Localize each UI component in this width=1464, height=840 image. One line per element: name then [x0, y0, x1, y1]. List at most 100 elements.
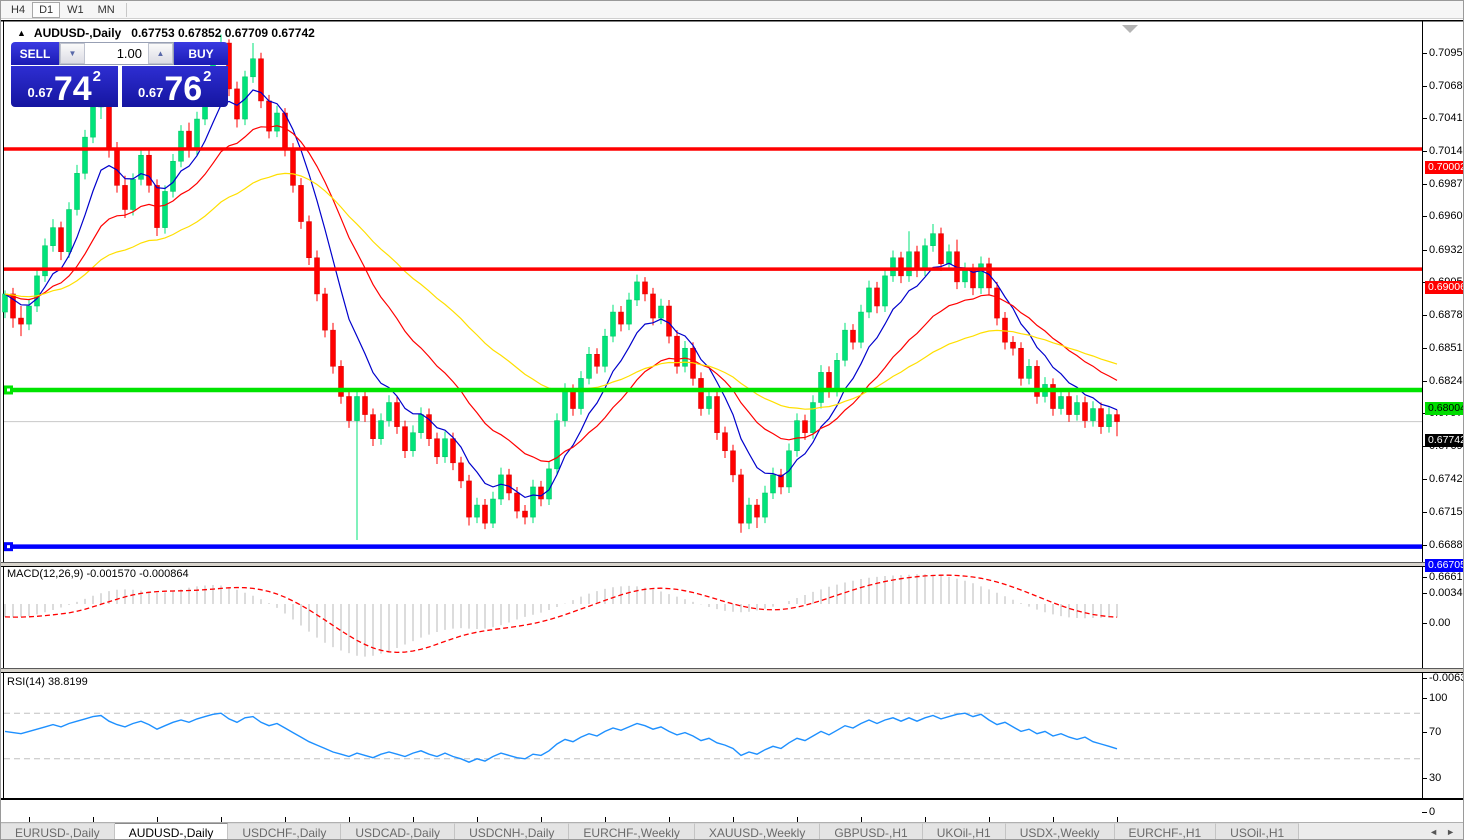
chart-tab-audusd-daily[interactable]: AUDUSD-,Daily — [114, 823, 229, 839]
date-tick — [157, 817, 158, 822]
sell-quote-button[interactable]: 0.67 74 2 — [11, 66, 118, 107]
moving-average-8 — [4, 89, 1118, 499]
chart-tab-eurchf-h1[interactable]: EURCHF-,H1 — [1114, 823, 1217, 839]
rsi-indicator — [4, 712, 1422, 763]
price-chart-canvas[interactable] — [1, 20, 1464, 822]
pane-frames — [1, 20, 1463, 800]
date-tick — [1053, 817, 1054, 822]
price-level-badge: 0.70002 — [1425, 160, 1463, 174]
buy-button[interactable]: BUY — [174, 42, 228, 65]
chart-window[interactable]: ▲ AUDUSD-,Daily 0.67753 0.67852 0.67709 … — [1, 20, 1464, 833]
candles — [2, 34, 1120, 541]
date-tick — [413, 817, 414, 822]
timeframe-button-mn[interactable]: MN — [97, 3, 115, 16]
rsi-tick-label: 100 — [1429, 692, 1448, 704]
price-tick-tick — [1422, 151, 1427, 153]
buy-price-prefix: 0.67 — [138, 85, 164, 100]
moving-average-20 — [4, 125, 1118, 463]
volume-decrease-button[interactable]: ▼ — [60, 43, 85, 64]
ohlc-values: 0.67753 0.67852 0.67709 0.67742 — [131, 26, 315, 40]
buy-quote-button[interactable]: 0.67 76 2 — [121, 66, 228, 107]
chart-tab-eurusd-daily[interactable]: EURUSD-,Daily — [1, 823, 115, 839]
macd-tick-tick — [1422, 592, 1427, 594]
chart-shift-marker[interactable] — [1122, 25, 1138, 33]
date-tick — [541, 817, 542, 822]
rsi-tick-label: 0 — [1429, 806, 1436, 818]
timeframe-button-d1[interactable]: D1 — [32, 1, 61, 18]
sell-button[interactable]: SELL — [11, 42, 59, 65]
date-tick — [477, 817, 478, 822]
tab-scroll-left-button[interactable]: ◄ — [1429, 827, 1439, 837]
price-level-badge: 0.66705 — [1425, 558, 1463, 572]
volume-value[interactable]: 1.00 — [116, 46, 142, 61]
volume-spinner: ▼ 1.00 ▲ — [59, 42, 174, 65]
buy-price-pipette: 2 — [203, 68, 212, 85]
price-tick-label: 0.70955 — [1429, 47, 1463, 59]
macd-indicator — [4, 574, 1118, 657]
macd-tick-label: 0.00 — [1429, 617, 1451, 629]
macd-label: MACD(12,26,9) -0.001570 -0.000864 — [7, 568, 189, 580]
date-tick — [925, 817, 926, 822]
chart-tab-xauusd-weekly[interactable]: XAUUSD-,Weekly — [694, 823, 821, 839]
rsi-tick-tick — [1422, 698, 1427, 699]
toolbar-separator — [125, 2, 127, 17]
date-tick — [285, 817, 286, 822]
chart-tab-ukoil-h1[interactable]: UKOil-,H1 — [922, 823, 1006, 839]
macd-tick-label: -0.00637 — [1429, 671, 1463, 684]
price-tick-tick — [1422, 446, 1427, 448]
horizontal-level-lines — [4, 147, 1422, 552]
price-tick-tick — [1422, 413, 1427, 415]
timeframe-button-h4[interactable]: H4 — [11, 3, 26, 16]
price-tick-tick — [1422, 347, 1427, 349]
tab-scroll-right-button[interactable]: ► — [1446, 827, 1455, 837]
timeframe-toolbar: H4 D1 W1 MN — [1, 1, 1463, 19]
chart-tab-usdchf-daily[interactable]: USDCHF-,Daily — [228, 823, 342, 839]
chart-tab-bar: EURUSD-,Daily AUDUSD-,Daily USDCHF-,Daily U… — [1, 822, 1463, 839]
price-tick-tick — [1422, 380, 1427, 382]
moving-average-45 — [4, 172, 1118, 410]
price-tick-label: 0.68785 — [1429, 308, 1463, 321]
price-tick-label: 0.70415 — [1429, 112, 1463, 125]
date-tick — [989, 817, 990, 822]
volume-increase-button[interactable]: ▲ — [148, 43, 173, 64]
price-tick-tick — [1422, 249, 1427, 251]
price-tick-tick — [1422, 53, 1427, 54]
price-level-badge: 0.68004 — [1425, 401, 1463, 415]
date-tick — [797, 817, 798, 822]
price-tick-tick — [1422, 85, 1427, 87]
chart-tab-usdcnh-daily[interactable]: USDCNH-,Daily — [455, 823, 570, 839]
sell-price-prefix: 0.67 — [27, 85, 53, 100]
timeframe-button-w1[interactable]: W1 — [67, 3, 84, 16]
rsi-tick-tick — [1422, 812, 1427, 813]
date-tick — [93, 817, 94, 822]
price-tick-tick — [1422, 314, 1427, 316]
rsi-tick-label: 30 — [1429, 771, 1442, 784]
date-tick — [861, 817, 862, 822]
chart-title: ▲ AUDUSD-,Daily 0.67753 0.67852 0.67709 … — [17, 26, 315, 40]
one-click-collapse-arrow[interactable]: ▲ — [17, 28, 26, 38]
sell-price-pipette: 2 — [92, 68, 101, 85]
rsi-tick-tick — [1422, 732, 1427, 734]
date-tick — [221, 817, 222, 822]
chart-tab-eurchf-weekly[interactable]: EURCHF-,Weekly — [569, 823, 695, 839]
price-tick-tick — [1422, 544, 1427, 546]
chart-tab-usdcad-daily[interactable]: USDCAD-,Daily — [341, 823, 456, 839]
chart-tab-usdx-weekly[interactable]: USDX-,Weekly — [1005, 823, 1115, 839]
price-level-badge: 0.69006 — [1425, 281, 1463, 295]
macd-tick-label: 0.00349 — [1429, 586, 1463, 599]
rsi-tick-label: 70 — [1429, 726, 1442, 739]
price-tick-tick — [1422, 577, 1427, 579]
price-tick-label: 0.67425 — [1429, 472, 1463, 485]
symbol-period-label: AUDUSD-,Daily — [33, 26, 122, 40]
price-level-badge: 0.67742 — [1425, 433, 1463, 447]
chart-tab-usoil-h1[interactable]: USOil-,H1 — [1216, 823, 1300, 839]
chart-tab-gbpusd-h1[interactable]: GBPUSD-,H1 — [820, 823, 923, 839]
